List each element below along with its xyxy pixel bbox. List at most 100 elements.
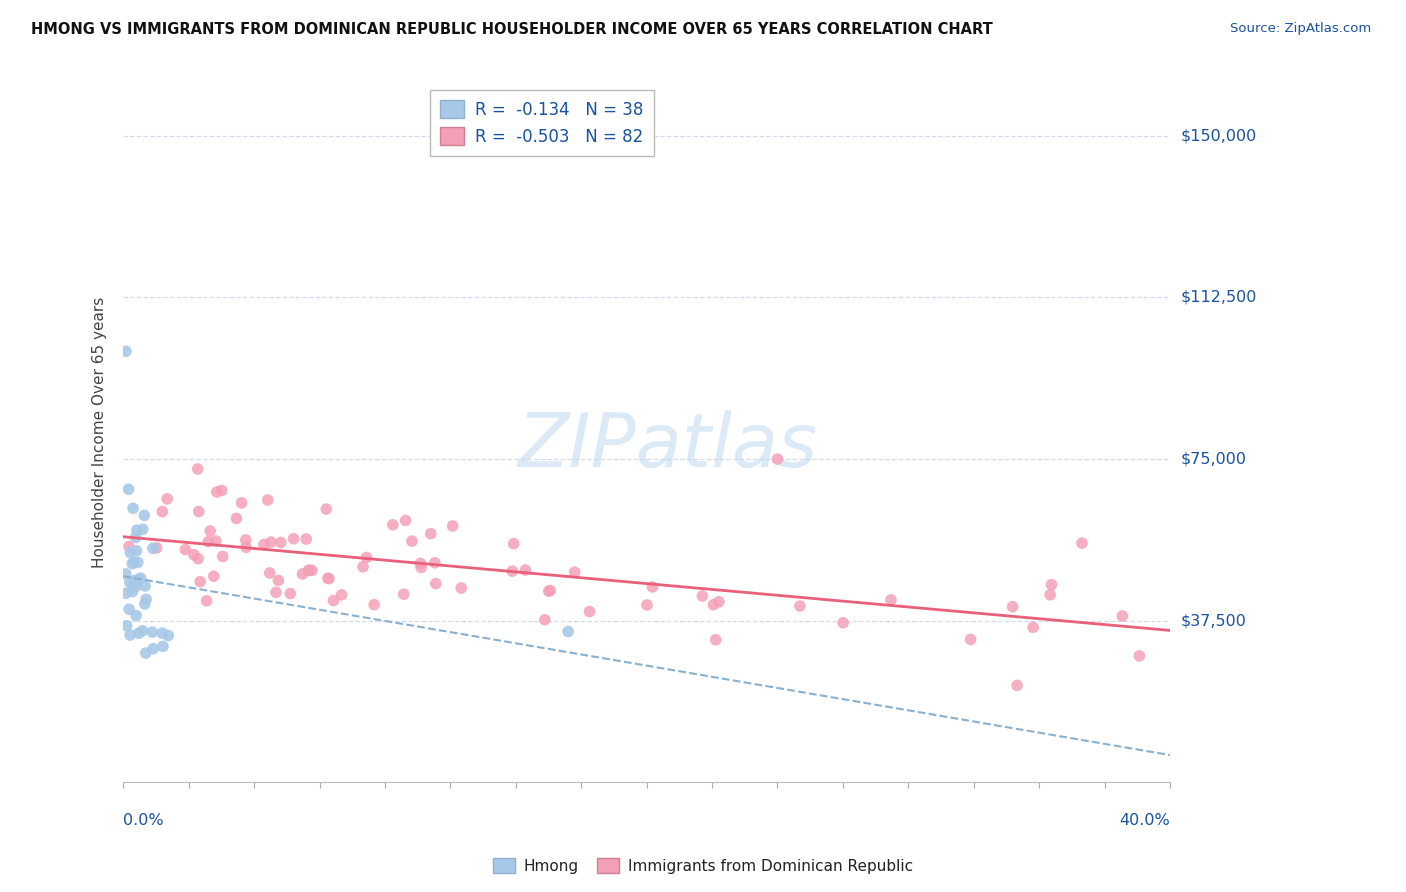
Point [423,556,446,570]
Point [183,548,205,562]
Y-axis label: Householder Income Over 65 years: Householder Income Over 65 years [93,296,107,568]
Point [832,615,855,630]
Point [131,624,153,638]
Point [142,641,165,656]
Point [127,573,149,587]
Point [880,593,903,607]
Point [1001,599,1024,614]
Point [141,625,163,640]
Point [283,532,305,546]
Point [211,483,233,498]
Point [134,597,156,611]
Point [135,646,157,660]
Point [704,632,727,647]
Text: $37,500: $37,500 [1181,613,1247,628]
Point [537,584,560,599]
Point [253,537,276,551]
Point [205,484,228,499]
Point [187,551,209,566]
Text: 0.0%: 0.0% [124,813,165,828]
Point [959,632,981,647]
Point [134,508,156,523]
Point [502,536,524,550]
Point [259,566,281,580]
Point [174,542,197,557]
Point [318,572,340,586]
Legend: R =  -0.134   N = 38, R =  -0.503   N = 82: R = -0.134 N = 38, R = -0.503 N = 82 [430,90,654,156]
Point [117,482,139,496]
Point [118,575,141,590]
Point [352,559,374,574]
Point [122,580,145,594]
Point [392,587,415,601]
Point [450,581,472,595]
Point [411,560,433,574]
Point [538,583,561,598]
Text: $112,500: $112,500 [1181,290,1257,305]
Point [702,598,724,612]
Point [156,491,179,506]
Point [122,574,145,588]
Point [195,594,218,608]
Point [198,524,221,538]
Point [330,588,353,602]
Point [297,563,319,577]
Point [125,579,148,593]
Point [766,452,789,467]
Legend: Hmong, Immigrants from Dominican Republic: Hmong, Immigrants from Dominican Republi… [486,852,920,880]
Point [115,566,138,581]
Point [122,501,145,516]
Point [1022,620,1045,634]
Point [515,563,537,577]
Point [122,555,145,569]
Point [115,619,138,633]
Text: $75,000: $75,000 [1181,451,1247,467]
Point [128,626,150,640]
Point [419,526,441,541]
Point [1111,609,1133,624]
Point [557,624,579,639]
Point [692,589,714,603]
Text: HMONG VS IMMIGRANTS FROM DOMINICAN REPUBLIC HOUSEHOLDER INCOME OVER 65 YEARS COR: HMONG VS IMMIGRANTS FROM DOMINICAN REPUB… [31,22,993,37]
Point [188,574,211,589]
Point [363,598,385,612]
Point [707,595,730,609]
Point [125,608,148,623]
Point [1005,678,1028,692]
Point [118,540,141,554]
Point [267,574,290,588]
Point [295,532,318,546]
Point [315,502,337,516]
Point [401,534,423,549]
Text: 40.0%: 40.0% [1119,813,1170,828]
Point [152,640,174,654]
Point [409,557,432,571]
Point [187,462,209,476]
Point [125,544,148,558]
Text: ZIPatlas: ZIPatlas [517,410,818,483]
Point [425,576,447,591]
Point [125,523,148,537]
Point [256,493,278,508]
Point [291,567,314,582]
Point [1039,588,1062,602]
Point [394,513,416,527]
Point [132,523,155,537]
Point [235,533,257,547]
Point [150,626,173,640]
Point [641,580,664,594]
Point [356,550,378,565]
Point [1040,577,1063,591]
Point [205,534,228,549]
Point [789,599,811,613]
Point [636,598,658,612]
Point [301,563,323,577]
Point [441,519,464,533]
Point [278,586,301,600]
Point [118,602,141,616]
Text: $150,000: $150,000 [1181,128,1257,144]
Point [197,534,219,549]
Point [381,517,404,532]
Point [501,564,523,578]
Text: Source: ZipAtlas.com: Source: ZipAtlas.com [1230,22,1371,36]
